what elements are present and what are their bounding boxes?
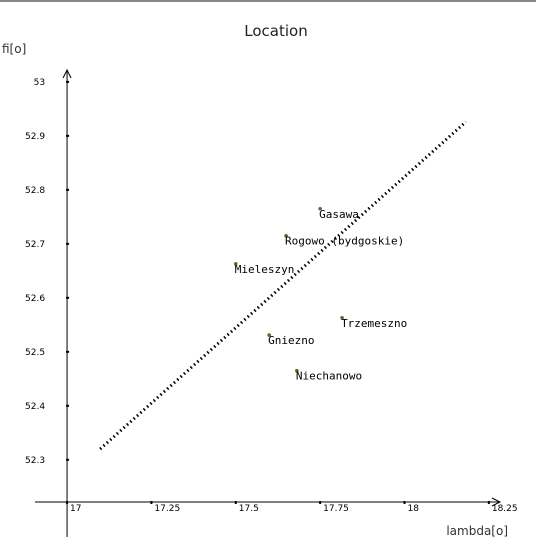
y-tick-label: 52.4 bbox=[25, 402, 45, 412]
x-tick-label: 17 bbox=[70, 504, 81, 514]
fit-line bbox=[99, 120, 467, 451]
point-label: Mieleszyn bbox=[235, 263, 295, 276]
y-tick-label: 52.6 bbox=[25, 294, 45, 304]
x-tick-label: 18.25 bbox=[492, 504, 518, 514]
y-tick-label: 52.8 bbox=[25, 186, 45, 196]
point bbox=[233, 262, 238, 266]
point-label: Gniezno bbox=[268, 334, 314, 347]
x-tick-label: 17.25 bbox=[154, 504, 180, 514]
point bbox=[267, 333, 271, 337]
y-axis-arrow bbox=[62, 68, 72, 79]
point bbox=[284, 233, 288, 238]
x-tick-label: 17.5 bbox=[239, 504, 259, 514]
x-axis-arrow bbox=[491, 497, 502, 507]
y-tick-label: 52.7 bbox=[25, 240, 45, 250]
x-axis-label: lambda[o] bbox=[446, 524, 508, 538]
y-tick-label: 53 bbox=[34, 78, 45, 88]
y-axis-label: fi[o] bbox=[2, 42, 26, 56]
point bbox=[295, 368, 299, 373]
y-tick-label: 52.3 bbox=[25, 456, 45, 466]
point-label: Niechanowo bbox=[296, 370, 362, 383]
y-tick-label: 52.9 bbox=[25, 132, 45, 142]
x-tick-label: 18 bbox=[408, 504, 420, 514]
x-tick-label: 17.75 bbox=[323, 504, 349, 514]
y-tick-label: 52.5 bbox=[25, 348, 45, 358]
point bbox=[318, 206, 322, 211]
chart-title: Location bbox=[244, 22, 307, 40]
point-label: Trzemeszno bbox=[341, 317, 407, 330]
point-label: Gasawa bbox=[319, 208, 359, 221]
point bbox=[340, 316, 344, 320]
point-label: Rogowo (bydgoskie) bbox=[285, 235, 404, 248]
